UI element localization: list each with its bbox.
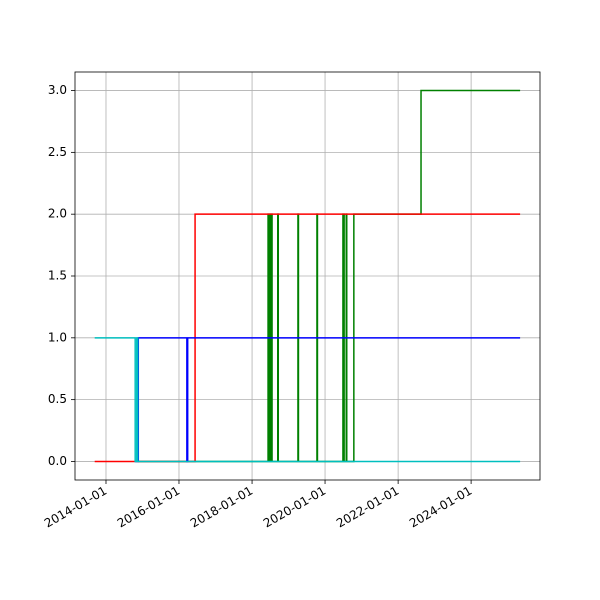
- y-tick-label: 1.5: [48, 269, 67, 283]
- x-tick-label: 2020-01-01: [261, 484, 328, 531]
- y-tick-label: 0.0: [48, 454, 67, 468]
- x-tick-label: 2016-01-01: [115, 484, 182, 531]
- x-tick-label: 2022-01-01: [334, 484, 401, 531]
- x-tick-label: 2014-01-01: [42, 484, 109, 531]
- y-tick-label: 2.5: [48, 145, 67, 159]
- x-tick-label: 2024-01-01: [407, 484, 474, 531]
- y-tick-label: 0.5: [48, 392, 67, 406]
- step-line: [94, 337, 521, 463]
- x-tick-label: 2018-01-01: [188, 484, 255, 531]
- axes-frame: [74, 71, 541, 481]
- y-tick-label: 2.0: [48, 207, 67, 221]
- y-tick-label: 1.0: [48, 330, 67, 344]
- y-tick-label: 3.0: [48, 83, 67, 97]
